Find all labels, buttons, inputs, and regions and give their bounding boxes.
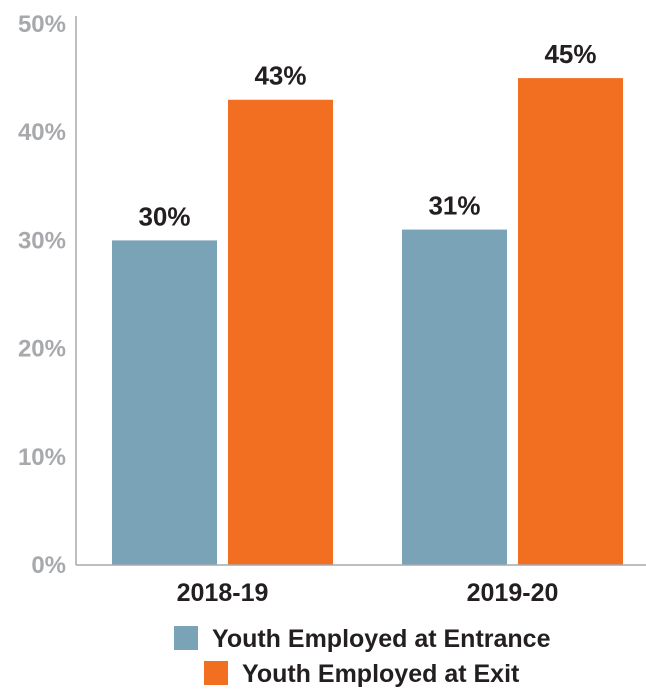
legend-swatch — [174, 626, 198, 650]
legend-label: Youth Employed at Exit — [242, 660, 520, 688]
x-tick-label: 2019-20 — [467, 579, 559, 607]
bars: 30% 43% 31% 45% — [112, 39, 623, 566]
y-tick-label: 10% — [18, 444, 66, 471]
x-axis: 2018-19 2019-20 — [76, 564, 646, 607]
y-tick-label: 20% — [18, 336, 66, 363]
bar-entrance-2018-19 — [112, 240, 217, 565]
legend-swatch — [204, 661, 228, 685]
x-tick-label: 2018-19 — [177, 579, 269, 607]
bar-entrance-2019-20 — [402, 229, 507, 565]
y-tick-label: 40% — [18, 119, 66, 146]
data-label: 30% — [138, 201, 190, 231]
legend-label: Youth Employed at Entrance — [212, 625, 551, 653]
legend: Youth Employed at Entrance Youth Employed… — [174, 625, 551, 688]
data-label: 31% — [428, 191, 480, 221]
y-axis: 0% 10% 20% 30% 40% 50% — [18, 11, 77, 579]
bar-exit-2018-19 — [228, 99, 333, 566]
y-tick-label: 50% — [18, 11, 66, 38]
data-label: 43% — [254, 61, 306, 91]
y-tick-label: 30% — [18, 227, 66, 254]
data-label: 45% — [544, 39, 596, 69]
bar-exit-2019-20 — [518, 78, 623, 565]
y-tick-label: 0% — [31, 552, 66, 579]
